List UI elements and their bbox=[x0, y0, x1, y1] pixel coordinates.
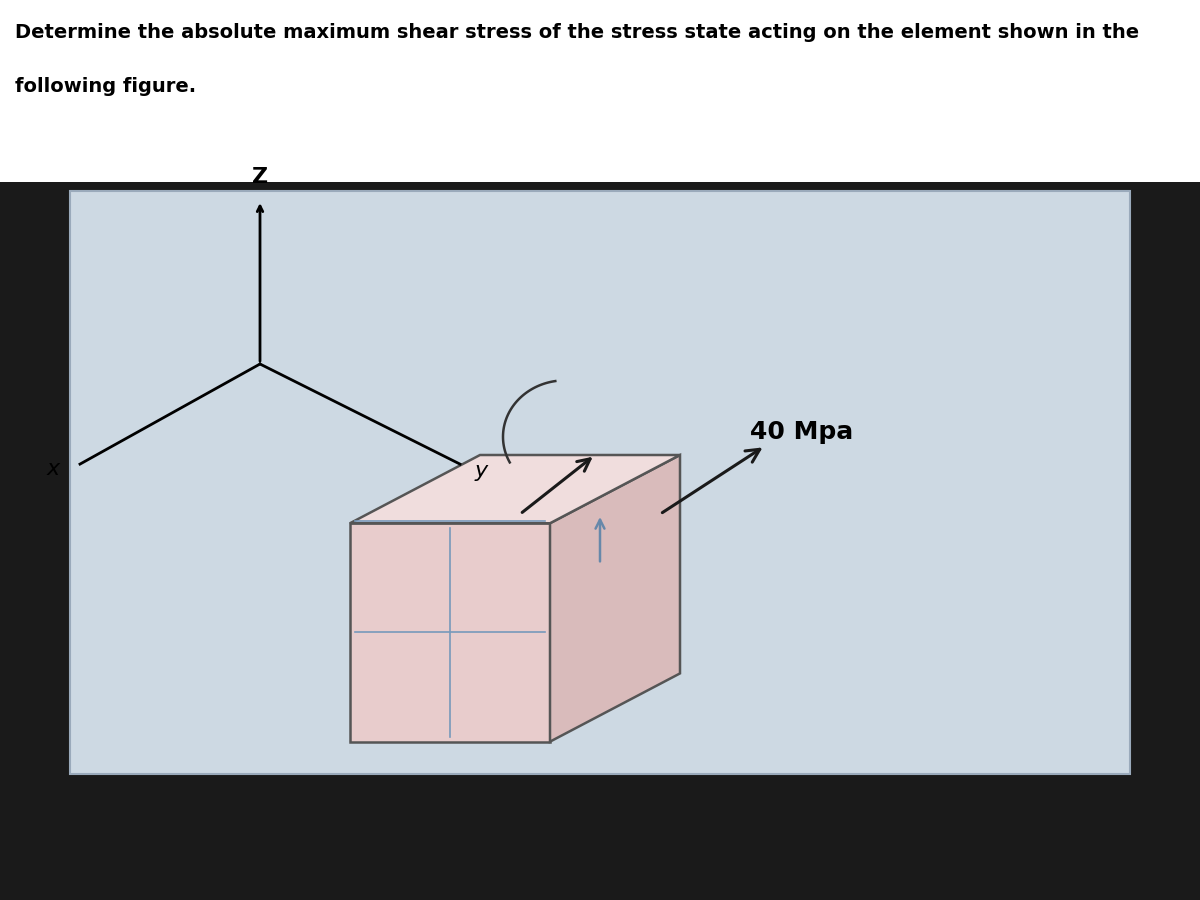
Bar bbox=[70, 191, 1130, 773]
Text: x: x bbox=[47, 459, 60, 479]
Text: 40 Mpa: 40 Mpa bbox=[750, 420, 853, 445]
Polygon shape bbox=[350, 455, 680, 523]
Polygon shape bbox=[350, 523, 550, 742]
Text: y: y bbox=[475, 462, 488, 482]
Text: Determine the absolute maximum shear stress of the stress state acting on the el: Determine the absolute maximum shear str… bbox=[14, 22, 1139, 41]
Text: Z: Z bbox=[252, 166, 268, 186]
Polygon shape bbox=[550, 455, 680, 742]
Text: following figure.: following figure. bbox=[14, 77, 196, 96]
Bar bbox=[0, 0, 1200, 182]
